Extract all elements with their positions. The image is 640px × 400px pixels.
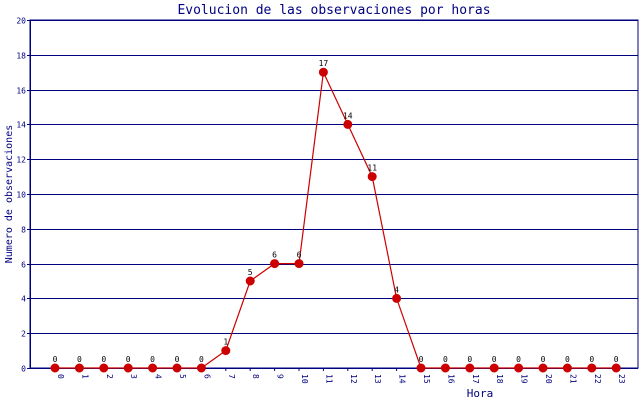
x-tick-label: 12 bbox=[349, 374, 358, 384]
data-label: 0 bbox=[101, 355, 106, 364]
x-tick-label: 19 bbox=[520, 374, 529, 384]
data-point bbox=[611, 363, 621, 373]
data-label: 4 bbox=[394, 285, 399, 294]
data-label: 0 bbox=[516, 355, 521, 364]
y-tick-label: 18 bbox=[16, 52, 26, 61]
y-tick-label: 0 bbox=[21, 365, 26, 374]
y-tick-label: 16 bbox=[16, 87, 26, 96]
data-label: 0 bbox=[467, 355, 472, 364]
x-tick-label: 13 bbox=[373, 374, 382, 384]
x-tick-label: 21 bbox=[568, 374, 577, 384]
x-tick-label: 22 bbox=[593, 374, 602, 384]
data-label: 0 bbox=[565, 355, 570, 364]
x-tick-label: 10 bbox=[300, 374, 309, 384]
x-tick-label: 1 bbox=[80, 374, 89, 379]
data-point bbox=[514, 363, 524, 373]
data-label: 11 bbox=[367, 164, 377, 173]
x-tick-label: 2 bbox=[105, 374, 114, 379]
data-label: 6 bbox=[272, 251, 277, 260]
data-point bbox=[74, 363, 84, 373]
data-label: 17 bbox=[319, 59, 329, 68]
data-label: 0 bbox=[541, 355, 546, 364]
x-tick-label: 20 bbox=[544, 374, 553, 384]
data-point bbox=[99, 363, 109, 373]
x-tick-label: 7 bbox=[227, 374, 236, 379]
data-point bbox=[172, 363, 182, 373]
data-label: 0 bbox=[589, 355, 594, 364]
data-point bbox=[221, 346, 231, 356]
y-tick-label: 12 bbox=[16, 156, 26, 165]
data-label: 0 bbox=[126, 355, 131, 364]
data-point bbox=[440, 363, 450, 373]
data-point bbox=[489, 363, 499, 373]
data-point bbox=[294, 259, 304, 269]
data-point bbox=[587, 363, 597, 373]
data-point bbox=[196, 363, 206, 373]
data-label: 0 bbox=[419, 355, 424, 364]
x-tick-label: 17 bbox=[471, 374, 480, 384]
x-tick-label: 6 bbox=[202, 374, 211, 379]
y-tick-label: 20 bbox=[16, 17, 26, 26]
data-label: 0 bbox=[175, 355, 180, 364]
y-tick-label: 8 bbox=[21, 226, 26, 235]
data-point bbox=[416, 363, 426, 373]
data-label: 14 bbox=[343, 111, 353, 120]
y-tick-label: 6 bbox=[21, 261, 26, 270]
x-tick-label: 23 bbox=[617, 374, 626, 384]
data-point bbox=[270, 259, 280, 269]
data-point bbox=[343, 119, 353, 129]
x-tick-label: 3 bbox=[129, 374, 138, 379]
data-label: 1 bbox=[223, 338, 228, 347]
data-point bbox=[318, 67, 328, 77]
data-label: 5 bbox=[248, 268, 253, 277]
y-axis-label: Numero de observaciones bbox=[4, 125, 15, 263]
data-point bbox=[50, 363, 60, 373]
chart-title: Evolucion de las observaciones por horas bbox=[177, 3, 490, 18]
data-label: 0 bbox=[199, 355, 204, 364]
x-axis-label: Hora bbox=[467, 387, 494, 400]
data-label: 0 bbox=[53, 355, 58, 364]
y-tick-label: 2 bbox=[21, 330, 26, 339]
data-point bbox=[465, 363, 475, 373]
y-tick-label: 10 bbox=[16, 191, 26, 200]
x-tick-label: 14 bbox=[398, 374, 407, 384]
x-tick-label: 15 bbox=[422, 374, 431, 384]
y-tick-label: 4 bbox=[21, 295, 26, 304]
data-label: 6 bbox=[297, 251, 302, 260]
data-point bbox=[392, 293, 402, 303]
x-tick-label: 5 bbox=[178, 374, 187, 379]
data-point bbox=[245, 276, 255, 286]
data-point bbox=[562, 363, 572, 373]
x-tick-label: 16 bbox=[446, 374, 455, 384]
x-tick-label: 11 bbox=[324, 374, 333, 384]
data-point bbox=[123, 363, 133, 373]
data-label: 0 bbox=[614, 355, 619, 364]
data-point bbox=[367, 172, 377, 182]
y-tick-label: 14 bbox=[16, 121, 26, 130]
data-point bbox=[148, 363, 158, 373]
data-label: 0 bbox=[150, 355, 155, 364]
data-label: 0 bbox=[77, 355, 82, 364]
data-label: 0 bbox=[492, 355, 497, 364]
data-label: 0 bbox=[443, 355, 448, 364]
x-tick-label: 9 bbox=[276, 374, 285, 379]
data-point bbox=[538, 363, 548, 373]
x-tick-label: 4 bbox=[154, 374, 163, 379]
x-tick-label: 18 bbox=[495, 374, 504, 384]
x-tick-label: 0 bbox=[56, 374, 65, 379]
x-tick-label: 8 bbox=[251, 374, 260, 379]
